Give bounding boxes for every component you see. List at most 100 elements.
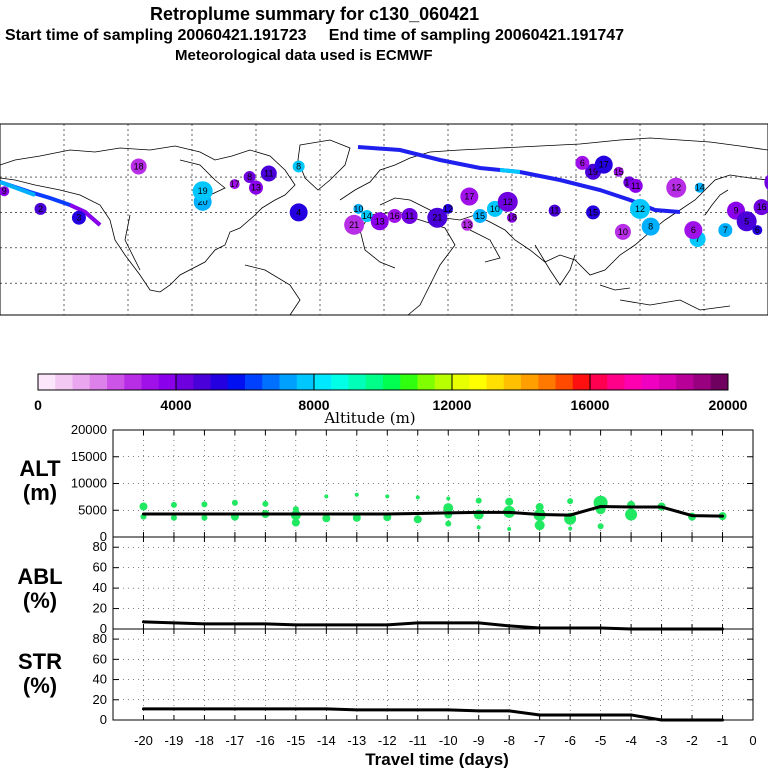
- alt-series-point: [172, 512, 176, 516]
- alt-scatter-point: [354, 492, 359, 497]
- alt-scatter-point: [322, 514, 331, 523]
- map-marker: [360, 209, 373, 222]
- str-series-point: [721, 718, 725, 722]
- map-marker: [752, 225, 763, 236]
- x-tick-label: -12: [378, 733, 397, 748]
- colorbar-tick-label: 4000: [160, 397, 191, 413]
- abl-series-point: [172, 621, 176, 625]
- colorbar-cell: [331, 374, 349, 390]
- alt-series-point: [690, 514, 694, 518]
- map-marker-label: 2: [38, 204, 43, 214]
- map-marker: [613, 166, 624, 177]
- alt-series-point: [446, 511, 450, 515]
- abl-series-point: [446, 621, 450, 625]
- trajectory-west-start: [0, 180, 36, 197]
- str-series-point: [355, 708, 359, 712]
- map-marker-label: 11: [405, 211, 414, 221]
- x-tick-label: -2: [686, 733, 698, 748]
- map-marker-label: 21: [349, 220, 359, 230]
- panel-gridlines: [113, 429, 753, 720]
- colorbar-cell: [227, 374, 246, 390]
- colorbar-cell: [607, 374, 625, 390]
- colorbar-cell: [296, 374, 315, 390]
- alt-series-point: [202, 512, 206, 516]
- panels-frame: [112, 429, 754, 721]
- map-marker-label: 10: [490, 204, 500, 214]
- abl-series-point: [263, 622, 267, 626]
- map-marker: [575, 155, 590, 170]
- alt-ytick-label: 5000: [78, 502, 107, 517]
- colorbar-cell: [521, 374, 539, 390]
- str-panel-name: STR: [18, 649, 62, 674]
- x-tick-label: -16: [256, 733, 275, 748]
- map-marker: [764, 174, 768, 191]
- map-marker: [0, 186, 10, 197]
- map-marker-label: 6: [755, 225, 760, 235]
- map-marker: [71, 210, 86, 225]
- str-series-point: [141, 707, 145, 711]
- alt-scatter-point: [201, 501, 208, 508]
- str-series-point: [233, 707, 237, 711]
- colorbar-cell: [710, 374, 729, 390]
- colorbar-cell: [641, 374, 660, 390]
- map-marker: [594, 155, 613, 174]
- map-marker: [260, 165, 277, 182]
- x-tick-label: -14: [317, 733, 336, 748]
- alt-scatter-point: [262, 500, 269, 507]
- colorbar-tick-label: 0: [34, 397, 42, 413]
- abl-series-line: [143, 620, 723, 631]
- map-marker-label: 17: [599, 160, 609, 170]
- alt-ytick-label: 20000: [71, 422, 107, 437]
- map-marker: [443, 203, 453, 214]
- map-marker-label: 11: [550, 206, 559, 216]
- colorbar-cell: [124, 374, 142, 390]
- map-marker-label: 14: [362, 211, 372, 221]
- colorbar-tick-label: 8000: [298, 397, 329, 413]
- abl-series-point: [507, 624, 511, 628]
- str-panel-unit: (%): [23, 673, 57, 698]
- colorbar-cell: [107, 374, 125, 390]
- colorbar-cell: [193, 374, 211, 390]
- abl-series-point: [568, 626, 572, 630]
- map-marker-label: 15: [588, 207, 598, 217]
- abl-series-point: [629, 627, 633, 631]
- map-marker-label: 16: [390, 211, 400, 221]
- map-marker: [344, 214, 365, 235]
- colorbar-cell: [55, 374, 73, 390]
- x-tick-label: -9: [473, 733, 485, 748]
- abl-series-point: [202, 622, 206, 626]
- map-marker-label: 20: [198, 197, 208, 207]
- str-ytick-label: 40: [93, 672, 107, 687]
- sampling-times: Start time of sampling 20060421.191723 E…: [5, 27, 768, 45]
- map-marker-label: 19: [588, 167, 598, 177]
- alt-series-point: [660, 505, 664, 509]
- colorbar-cell: [89, 374, 108, 390]
- map-marker: [736, 211, 757, 232]
- trajectory-east-mid: [499, 168, 521, 174]
- abl-series-point: [721, 627, 725, 631]
- alt-scatter-point: [170, 501, 177, 508]
- colorbar-cell: [158, 374, 177, 390]
- x-axis-label: Travel time (days): [365, 750, 509, 768]
- colorbar-cell: [383, 374, 401, 390]
- str-series-point: [263, 707, 267, 711]
- alt-scatter-point: [139, 502, 148, 511]
- end-time: 20060421.191747: [495, 27, 625, 44]
- alt-series-point: [721, 514, 725, 518]
- map-marker-label: 8: [247, 172, 252, 182]
- str-series-point: [294, 707, 298, 711]
- alt-scatter-point: [534, 520, 545, 531]
- str-series-point: [324, 707, 328, 711]
- abl-series-point: [660, 627, 664, 631]
- colorbar-tick-label: 12000: [433, 397, 472, 413]
- colorbar-cell: [538, 374, 556, 390]
- alt-panel-name: ALT: [19, 456, 61, 481]
- str-series-point: [477, 709, 481, 713]
- map-marker: [292, 160, 305, 173]
- colorbar-cell: [693, 374, 712, 390]
- colorbar-cell: [469, 374, 487, 390]
- map-marker: [192, 181, 213, 202]
- map-marker: [473, 208, 487, 223]
- map-marker-label: 13: [251, 183, 261, 193]
- map-marker-label: 5: [744, 216, 749, 226]
